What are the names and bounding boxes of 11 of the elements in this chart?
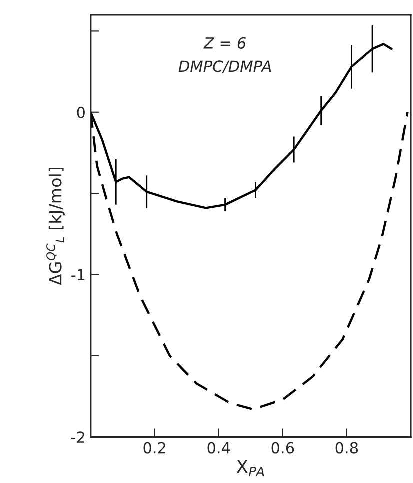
- x-tick-label: 0.6: [272, 442, 294, 454]
- y-axis-title: ΔG$^{QC}$$_{L}$ [kJ/mol]: [46, 168, 65, 286]
- annotation: DMPC/DMPA: [178, 60, 272, 74]
- y-tick-label: 0: [77, 106, 85, 118]
- x-tick-label: 0.4: [208, 442, 230, 454]
- y-tick-label: -2: [72, 432, 84, 443]
- x-axis-title: X$_{PA}$: [236, 460, 264, 476]
- x-tick-label: 0.2: [144, 442, 166, 454]
- y-tick-label: -1: [72, 269, 85, 281]
- x-tick-label: 0.8: [336, 442, 358, 454]
- annotation: Z = 6: [204, 37, 246, 49]
